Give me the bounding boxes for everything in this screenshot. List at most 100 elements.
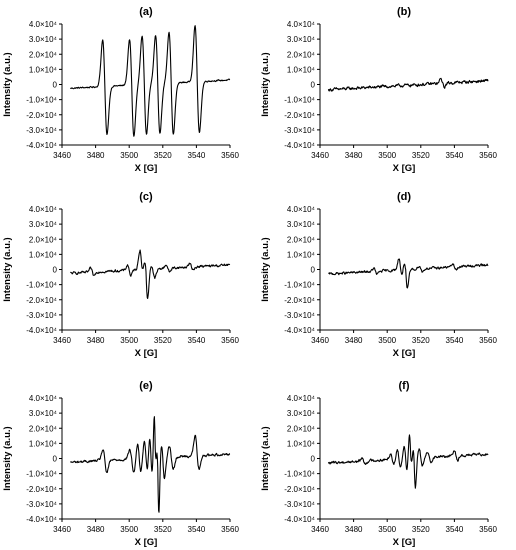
y-tick-label: 3.0×10⁴: [29, 220, 58, 229]
x-tick-label: 3540: [188, 336, 206, 345]
x-tick-label: 3460: [53, 336, 71, 345]
x-tick-label: 3560: [479, 151, 497, 160]
x-tick-label: 3540: [188, 151, 206, 160]
x-tick-label: 3520: [154, 151, 172, 160]
y-tick-label: -4.0×10⁴: [284, 141, 315, 150]
y-tick-label: 1.0×10⁴: [29, 439, 58, 448]
y-tick-label: 2.0×10⁴: [29, 424, 58, 433]
x-tick-label: 3480: [87, 151, 105, 160]
y-tick-label: 4.0×10⁴: [287, 394, 316, 403]
y-tick-label: 3.0×10⁴: [29, 409, 58, 418]
y-tick-label: 3.0×10⁴: [287, 409, 316, 418]
x-tick-label: 3500: [378, 151, 396, 160]
epr-spectrum-line: [70, 249, 231, 300]
y-tick-label: -2.0×10⁴: [284, 485, 315, 494]
panel-label: (c): [139, 191, 153, 203]
y-tick-label: -4.0×10⁴: [26, 326, 57, 335]
x-axis-title: X [G]: [135, 348, 158, 359]
y-tick-label: -3.0×10⁴: [284, 126, 315, 135]
panel-d: (d) 4.0×10⁴ 3.0×10⁴ 2.0×10⁴ 1.0×10⁴ 0 -1.0×10⁴…: [260, 191, 497, 359]
y-tick-label: -1.0×10⁴: [26, 281, 57, 290]
x-tick-label: 3500: [120, 525, 138, 534]
y-tick-label: 4.0×10⁴: [29, 205, 58, 214]
y-tick-label: 3.0×10⁴: [287, 220, 316, 229]
y-tick-label: -2.0×10⁴: [284, 111, 315, 120]
y-tick-label: -1.0×10⁴: [284, 281, 315, 290]
y-tick-label: -2.0×10⁴: [26, 111, 57, 120]
epr-spectrum-line: [327, 434, 489, 489]
y-tick-label: -3.0×10⁴: [284, 311, 315, 320]
y-tick-label: 2.0×10⁴: [287, 235, 316, 244]
y-tick-label: 4.0×10⁴: [287, 20, 316, 29]
y-tick-label: 0: [311, 455, 316, 464]
x-tick-label: 3460: [53, 151, 71, 160]
y-axis-title: Intensity (a.u.): [260, 426, 271, 490]
x-tick-label: 3560: [479, 336, 497, 345]
panel-b: (b) 4.0×10⁴ 3.0×10⁴ 2.0×10⁴ 1.0×10⁴ 0 -1.0×10⁴…: [260, 6, 497, 174]
y-tick-label: -1.0×10⁴: [26, 470, 57, 479]
x-tick-label: 3560: [479, 525, 497, 534]
y-tick-label: -3.0×10⁴: [26, 500, 57, 509]
y-tick-label: -3.0×10⁴: [26, 311, 57, 320]
x-tick-label: 3560: [221, 336, 239, 345]
y-tick-label: -3.0×10⁴: [26, 126, 57, 135]
y-tick-label: 1.0×10⁴: [29, 250, 58, 259]
x-tick-label: 3500: [120, 336, 138, 345]
x-axis-title: X [G]: [393, 537, 416, 548]
x-tick-label: 3460: [311, 151, 329, 160]
y-tick-label: 1.0×10⁴: [29, 65, 58, 74]
x-tick-label: 3480: [87, 336, 105, 345]
x-tick-label: 3500: [378, 525, 396, 534]
y-tick-label: 0: [53, 266, 58, 275]
y-tick-label: 4.0×10⁴: [29, 20, 58, 29]
y-tick-label: -4.0×10⁴: [284, 326, 315, 335]
x-tick-label: 3460: [311, 336, 329, 345]
x-tick-label: 3560: [221, 525, 239, 534]
x-axis-title: X [G]: [393, 163, 416, 174]
y-tick-label: 2.0×10⁴: [29, 235, 58, 244]
x-tick-label: 3520: [412, 151, 430, 160]
x-tick-label: 3480: [345, 151, 363, 160]
x-tick-label: 3540: [188, 525, 206, 534]
y-axis-title: Intensity (a.u.): [2, 237, 13, 301]
panel-label: (e): [139, 380, 153, 392]
panel-label: (a): [139, 6, 153, 18]
y-tick-label: 4.0×10⁴: [287, 205, 316, 214]
panel-e: (e) 4.0×10⁴ 3.0×10⁴ 2.0×10⁴ 1.0×10⁴ 0 -1.0×10⁴…: [2, 380, 239, 548]
y-tick-label: 2.0×10⁴: [287, 424, 316, 433]
y-tick-label: 2.0×10⁴: [29, 50, 58, 59]
panel-label: (f): [399, 380, 410, 392]
x-axis-title: X [G]: [135, 163, 158, 174]
y-axis-title: Intensity (a.u.): [2, 52, 13, 116]
panel-label: (b): [397, 6, 411, 18]
y-tick-label: -4.0×10⁴: [284, 515, 315, 524]
y-tick-label: 0: [311, 81, 316, 90]
y-tick-label: 2.0×10⁴: [287, 50, 316, 59]
y-tick-label: -2.0×10⁴: [284, 296, 315, 305]
y-tick-label: 1.0×10⁴: [287, 250, 316, 259]
x-tick-label: 3540: [446, 151, 464, 160]
panel-c: (c) 4.0×10⁴ 3.0×10⁴ 2.0×10⁴ 1.0×10⁴ 0 -1.0×10⁴…: [2, 191, 239, 359]
y-tick-label: -2.0×10⁴: [26, 296, 57, 305]
epr-spectrum-line: [328, 258, 489, 289]
y-tick-label: -1.0×10⁴: [26, 96, 57, 105]
y-tick-label: -2.0×10⁴: [26, 485, 57, 494]
x-tick-label: 3500: [120, 151, 138, 160]
y-tick-label: 0: [311, 266, 316, 275]
y-tick-label: 0: [53, 81, 58, 90]
y-tick-label: 4.0×10⁴: [29, 394, 58, 403]
y-tick-label: 1.0×10⁴: [287, 439, 316, 448]
epr-spectrum-line: [69, 416, 231, 513]
x-tick-label: 3520: [412, 525, 430, 534]
panel-a: (a) 4.0×10⁴ 3.0×10⁴ 2.0×10⁴ 1.0×10⁴ 0 -1.0×10⁴…: [2, 6, 239, 174]
x-tick-label: 3480: [345, 336, 363, 345]
x-axis-title: X [G]: [135, 537, 158, 548]
y-tick-label: 3.0×10⁴: [29, 35, 58, 44]
x-tick-label: 3520: [154, 525, 172, 534]
y-tick-label: -1.0×10⁴: [284, 96, 315, 105]
y-tick-label: -4.0×10⁴: [26, 141, 57, 150]
y-axis-title: Intensity (a.u.): [260, 237, 271, 301]
x-tick-label: 3460: [53, 525, 71, 534]
y-tick-label: 0: [53, 455, 58, 464]
